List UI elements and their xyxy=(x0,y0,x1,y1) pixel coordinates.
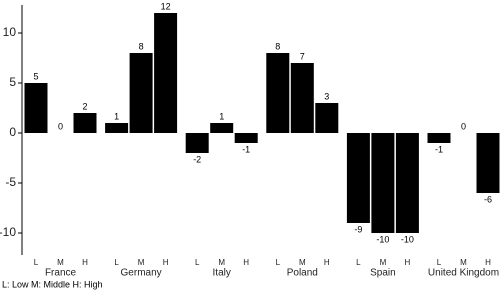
sub-category-label: H xyxy=(324,258,330,267)
y-tick-label: 0 xyxy=(9,125,16,139)
bar xyxy=(210,123,234,133)
bar xyxy=(266,53,290,133)
bar xyxy=(129,53,153,133)
bar xyxy=(73,113,97,133)
bar xyxy=(346,133,370,223)
value-label: 0 xyxy=(461,121,466,131)
x-tick-label: United Kingdom xyxy=(428,268,499,279)
sub-category-label: M xyxy=(138,258,145,267)
bar xyxy=(234,133,258,143)
value-label: 8 xyxy=(275,41,280,51)
bar xyxy=(476,133,500,193)
value-label: -9 xyxy=(354,224,362,234)
sub-category-label: L xyxy=(276,258,281,267)
value-label: -2 xyxy=(193,154,201,164)
sub-category-label: M xyxy=(57,258,64,267)
footnote: L: Low M: Middle H: High xyxy=(2,279,103,289)
y-tick-label: 10 xyxy=(3,25,17,39)
x-tick-label: Germany xyxy=(121,268,162,279)
value-label: 1 xyxy=(114,111,119,121)
value-label: 12 xyxy=(161,1,171,11)
sub-category-label: L xyxy=(34,258,39,267)
value-label: 0 xyxy=(58,121,63,131)
bar xyxy=(290,63,314,133)
value-label: 7 xyxy=(300,51,305,61)
x-tick-label: France xyxy=(45,268,77,279)
value-label: -6 xyxy=(484,194,492,204)
value-label: 5 xyxy=(33,71,38,81)
value-label: -1 xyxy=(242,144,250,154)
value-label: -10 xyxy=(401,234,414,244)
value-label: 2 xyxy=(82,101,87,111)
x-tick-label: Italy xyxy=(213,268,231,279)
sub-category-label: M xyxy=(299,258,306,267)
y-tick-label: -10 xyxy=(0,225,16,239)
bar xyxy=(105,123,129,133)
sub-category-label: M xyxy=(380,258,387,267)
value-label: -10 xyxy=(376,234,389,244)
bar xyxy=(427,133,451,143)
sub-category-label: H xyxy=(243,258,249,267)
sub-category-label: M xyxy=(460,258,467,267)
bar xyxy=(395,133,419,233)
sub-category-label: L xyxy=(437,258,442,267)
value-label: 1 xyxy=(219,111,224,121)
value-label: 8 xyxy=(139,41,144,51)
value-label: -1 xyxy=(435,144,443,154)
bar xyxy=(371,133,395,233)
sub-category-label: H xyxy=(485,258,491,267)
y-tick-label: 5 xyxy=(9,75,16,89)
x-tick-label: Poland xyxy=(287,268,318,279)
sub-category-label: H xyxy=(163,258,169,267)
bar xyxy=(154,13,178,133)
sub-category-label: M xyxy=(218,258,225,267)
value-label: 3 xyxy=(324,91,329,101)
sub-category-label: H xyxy=(82,258,88,267)
sub-category-label: H xyxy=(405,258,411,267)
bar xyxy=(185,133,209,153)
bar xyxy=(24,83,48,133)
sub-category-label: L xyxy=(195,258,200,267)
y-tick-label: -5 xyxy=(5,175,16,189)
bar xyxy=(315,103,339,133)
x-tick-label: Spain xyxy=(370,268,396,279)
sub-category-label: L xyxy=(114,258,119,267)
sub-category-label: L xyxy=(356,258,361,267)
